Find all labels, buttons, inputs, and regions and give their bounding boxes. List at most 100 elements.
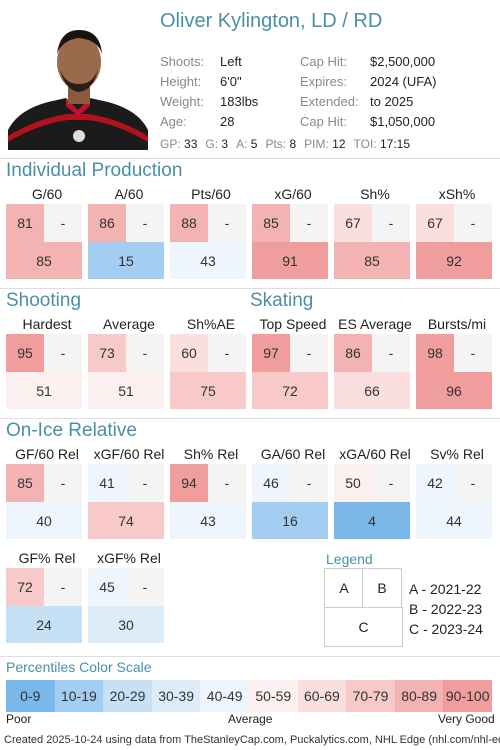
metric-cell-a: 88 bbox=[170, 204, 208, 242]
metric-cell-a: 94 bbox=[170, 464, 208, 502]
metric-cell-a: 60 bbox=[170, 334, 208, 372]
metric-label: Pts/60 bbox=[191, 186, 231, 202]
stat-value: 3 bbox=[221, 137, 229, 151]
metric-cell-b: - bbox=[372, 334, 410, 372]
legend-a-box: A bbox=[324, 568, 364, 608]
stat-label: PIM: bbox=[304, 137, 329, 151]
info-row: Shoots: Left bbox=[160, 54, 242, 69]
metric-label: GF/60 Rel bbox=[15, 446, 79, 462]
metric-cell-a: 45 bbox=[88, 568, 126, 606]
stat-value: 17:15 bbox=[380, 137, 411, 151]
metric-cell-c: 51 bbox=[88, 372, 164, 409]
metric-cell-c: 72 bbox=[252, 372, 328, 409]
metric-label: Average bbox=[103, 316, 155, 332]
metric-cell-c: 4 bbox=[334, 502, 410, 539]
metric-cell-c: 85 bbox=[6, 242, 82, 279]
contract-label: Cap Hit: bbox=[300, 114, 347, 129]
player-title: Oliver Kylington, LD / RD bbox=[160, 10, 383, 32]
stat-value: 5 bbox=[250, 137, 258, 151]
metric-cell-a: 73 bbox=[88, 334, 126, 372]
stat-value: 12 bbox=[332, 137, 346, 151]
metric-cell-c: 85 bbox=[334, 242, 410, 279]
stat-label: G: bbox=[205, 137, 219, 151]
scale-bin: 40-49 bbox=[200, 680, 249, 712]
metric-cell-b: - bbox=[126, 568, 164, 606]
metric-label: Top Speed bbox=[259, 316, 327, 332]
metric-cell-c: 92 bbox=[416, 242, 492, 279]
metric-cell-a: 67 bbox=[416, 204, 454, 242]
stat-value: 8 bbox=[289, 137, 297, 151]
season-stats: GP: 33 G: 3 A: 5 Pts: 8 PIM: 12 TOI: 17:15 bbox=[160, 137, 418, 151]
metric-cell-b: - bbox=[454, 464, 492, 502]
metric-cell-a: 85 bbox=[6, 464, 44, 502]
contract-row: Cap Hit: $1,050,000 bbox=[300, 114, 435, 129]
scale-bin: 10-19 bbox=[54, 680, 104, 712]
contract-value: 2024 (UFA) bbox=[370, 74, 437, 89]
metric-cell-b: - bbox=[372, 204, 410, 242]
metric-cell-b: - bbox=[290, 464, 328, 502]
metric-cell-b: - bbox=[44, 204, 82, 242]
stat-value: 33 bbox=[184, 137, 198, 151]
metric-cell-a: 97 bbox=[252, 334, 290, 372]
legend-title: Legend bbox=[326, 551, 373, 567]
info-row: Weight: 183lbs bbox=[160, 94, 258, 109]
metric-cell-b: - bbox=[454, 204, 492, 242]
metric-cell-c: 30 bbox=[88, 606, 164, 643]
scale-bin: 20-29 bbox=[103, 680, 152, 712]
contract-label: Expires: bbox=[300, 74, 347, 89]
metric-label: G/60 bbox=[31, 186, 63, 202]
scale-bin: 30-39 bbox=[151, 680, 201, 712]
metric-cell-a: 86 bbox=[334, 334, 372, 372]
stat-label: GP: bbox=[160, 137, 181, 151]
scale-bin: 50-59 bbox=[249, 680, 298, 712]
scale-very-good-label: Very Good bbox=[438, 712, 495, 726]
divider bbox=[0, 656, 500, 657]
stat-label: A: bbox=[236, 137, 248, 151]
stat-label: TOI: bbox=[353, 137, 377, 151]
metric-cell-b: - bbox=[290, 334, 328, 372]
metric-label: Bursts/mi bbox=[427, 316, 487, 332]
metric-cell-b: - bbox=[290, 204, 328, 242]
metric-cell-b: - bbox=[208, 334, 246, 372]
metric-cell-c: 51 bbox=[6, 372, 82, 409]
info-label: Weight: bbox=[160, 94, 204, 109]
divider bbox=[0, 418, 500, 419]
metric-label: xG/60 bbox=[274, 186, 312, 202]
metric-cell-a: 95 bbox=[6, 334, 44, 372]
scale-bin: 90-100 bbox=[443, 680, 492, 712]
metric-label: xGF% Rel bbox=[97, 550, 161, 566]
metric-label: A/60 bbox=[114, 186, 144, 202]
info-row: Height: 6'0" bbox=[160, 74, 242, 89]
metric-label: ES Average bbox=[338, 316, 412, 332]
metric-label: GA/60 Rel bbox=[260, 446, 326, 462]
scale-bin: 0-9 bbox=[6, 680, 55, 712]
metric-cell-c: 74 bbox=[88, 502, 164, 539]
section-on-ice-relative: On-Ice Relative bbox=[6, 420, 137, 441]
metric-cell-a: 46 bbox=[252, 464, 290, 502]
legend-b-box: B bbox=[362, 568, 402, 608]
section-individual-production: Individual Production bbox=[6, 160, 183, 181]
divider bbox=[0, 158, 500, 159]
contract-label: Cap Hit: bbox=[300, 54, 347, 69]
metric-cell-c: 43 bbox=[170, 242, 246, 279]
metric-label: Sv% Rel bbox=[430, 446, 484, 462]
metric-cell-a: 72 bbox=[6, 568, 44, 606]
contract-label: Extended: bbox=[300, 94, 359, 109]
metric-cell-c: 40 bbox=[6, 502, 82, 539]
metric-label: Hardest bbox=[22, 316, 72, 332]
info-value: 6'0" bbox=[220, 74, 242, 89]
metric-label: Sh%AE bbox=[186, 316, 236, 332]
metric-cell-b: - bbox=[126, 204, 164, 242]
info-value: 183lbs bbox=[220, 94, 259, 109]
contract-value: $2,500,000 bbox=[370, 54, 436, 69]
metric-cell-a: 86 bbox=[88, 204, 126, 242]
metric-label: Sh% Rel bbox=[183, 446, 239, 462]
info-value: 28 bbox=[220, 114, 235, 129]
scale-poor-label: Poor bbox=[6, 712, 32, 726]
scale-title: Percentiles Color Scale bbox=[6, 659, 152, 675]
contract-value: to 2025 bbox=[370, 94, 414, 109]
metric-cell-b: - bbox=[44, 464, 82, 502]
metric-cell-c: 75 bbox=[170, 372, 246, 409]
metric-cell-a: 42 bbox=[416, 464, 454, 502]
legend-c-box: C bbox=[324, 607, 403, 647]
